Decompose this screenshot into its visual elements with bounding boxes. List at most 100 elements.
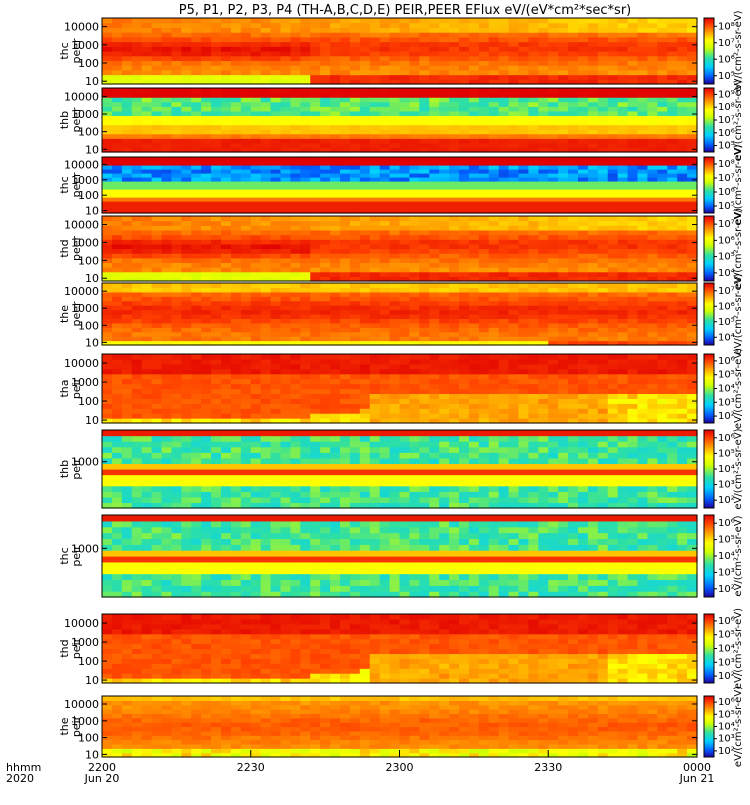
heatmap-cell — [499, 408, 510, 414]
heatmap-cell — [558, 359, 569, 365]
heatmap-cell — [469, 185, 480, 190]
heatmap-cell — [390, 267, 401, 272]
heatmap-cell — [122, 369, 133, 375]
heatmap-cell — [598, 46, 609, 51]
heatmap-cell — [459, 51, 470, 56]
heatmap-cell — [201, 216, 212, 221]
heatmap-cell — [429, 296, 440, 301]
heatmap-cell — [251, 138, 262, 143]
heatmap-cell — [409, 157, 420, 162]
heatmap-cell — [360, 88, 371, 93]
heatmap-cell — [181, 161, 192, 166]
heatmap-cell — [290, 18, 301, 23]
heatmap-cell — [677, 244, 688, 249]
heatmap-cell — [489, 336, 500, 341]
heatmap-cell — [449, 239, 460, 244]
heatmap-cell — [687, 287, 698, 292]
heatmap-cell — [271, 221, 282, 226]
heatmap-cell — [201, 318, 212, 323]
heatmap-cell — [479, 193, 490, 198]
heatmap-cell — [102, 221, 113, 226]
heatmap-cell — [122, 70, 133, 75]
heatmap-cell — [271, 369, 282, 375]
heatmap-cell — [687, 327, 698, 332]
heatmap-cell — [439, 374, 450, 380]
heatmap-cell — [588, 42, 599, 47]
heatmap-cell — [439, 287, 450, 292]
heatmap-cell — [152, 177, 163, 182]
heatmap-cell — [598, 115, 609, 120]
heatmap-cell — [409, 102, 420, 107]
heatmap-cell — [499, 262, 510, 267]
heatmap-cell — [300, 262, 311, 267]
heatmap-cell — [657, 283, 668, 288]
heatmap-cell — [211, 134, 222, 139]
heatmap-cell — [271, 296, 282, 301]
heatmap-cell — [281, 97, 292, 102]
heatmap-cell — [241, 93, 252, 98]
heatmap-cell — [578, 32, 589, 37]
heatmap-cell — [191, 165, 202, 170]
heatmap-cell — [578, 143, 589, 148]
heatmap-cell — [162, 189, 173, 194]
heatmap-cell — [122, 51, 133, 56]
heatmap-cell — [281, 318, 292, 323]
heatmap-cell — [578, 23, 589, 28]
heatmap-cell — [528, 161, 539, 166]
heatmap-cell — [370, 157, 381, 162]
heatmap-cell — [122, 301, 133, 306]
heatmap-cell — [350, 23, 361, 28]
heatmap-cell — [548, 336, 559, 341]
heatmap-cell — [330, 408, 341, 414]
heatmap-cell — [231, 70, 242, 75]
heatmap-cell — [211, 181, 222, 186]
heatmap-cell — [409, 18, 420, 23]
heatmap-cell — [330, 46, 341, 51]
heatmap-cell — [211, 369, 222, 375]
heatmap-cell — [528, 181, 539, 186]
heatmap-cell — [479, 253, 490, 258]
heatmap-cell — [449, 120, 460, 125]
heatmap-cell — [459, 125, 470, 130]
heatmap-cell — [191, 239, 202, 244]
heatmap-cell — [400, 18, 411, 23]
heatmap-cell — [132, 93, 143, 98]
heatmap-cell — [459, 27, 470, 32]
heatmap-cell — [528, 23, 539, 28]
heatmap-cell — [370, 129, 381, 134]
heatmap-cell — [221, 111, 232, 116]
heatmap-cell — [449, 51, 460, 56]
heatmap-cell — [132, 185, 143, 190]
heatmap-cell — [281, 177, 292, 182]
heatmap-cell — [102, 65, 113, 70]
heatmap-cell — [102, 37, 113, 42]
heatmap-cell — [499, 165, 510, 170]
heatmap-cell — [340, 56, 351, 61]
heatmap-cell — [638, 336, 649, 341]
heatmap-cell — [211, 70, 222, 75]
heatmap-cell — [300, 364, 311, 370]
heatmap-cell — [181, 37, 192, 42]
heatmap-cell — [409, 129, 420, 134]
heatmap-cell — [271, 272, 282, 277]
heatmap-cell — [568, 102, 579, 107]
heatmap-cell — [588, 336, 599, 341]
heatmap-cell — [469, 336, 480, 341]
heatmap-cell — [588, 65, 599, 70]
heatmap-cell — [509, 134, 520, 139]
heatmap-cell — [320, 393, 331, 399]
heatmap-cell — [360, 239, 371, 244]
heatmap-cell — [310, 134, 321, 139]
heatmap-cell — [489, 27, 500, 32]
heatmap-cell — [568, 305, 579, 310]
heatmap-cell — [657, 262, 668, 267]
heatmap-cell — [489, 157, 500, 162]
heatmap-cell — [400, 413, 411, 419]
heatmap-cell — [449, 197, 460, 202]
heatmap-cell — [380, 393, 391, 399]
heatmap-cell — [628, 189, 639, 194]
heatmap-cell — [677, 216, 688, 221]
heatmap-cell — [330, 93, 341, 98]
heatmap-cell — [548, 120, 559, 125]
heatmap-cell — [271, 46, 282, 51]
